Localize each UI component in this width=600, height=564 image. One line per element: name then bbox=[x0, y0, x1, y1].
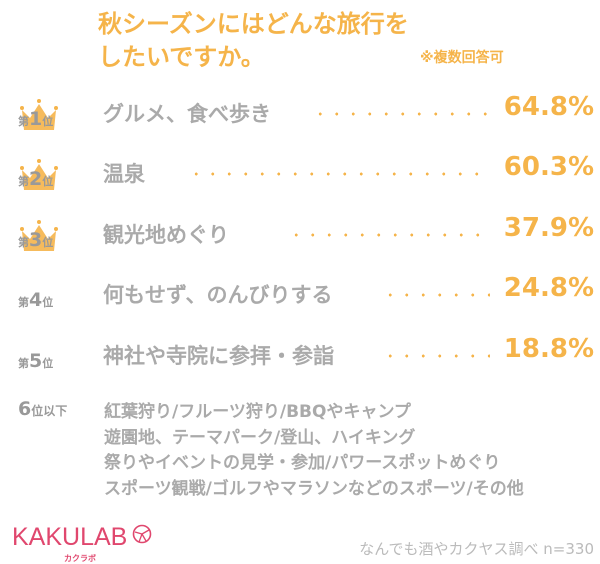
rank-number: 5 bbox=[29, 350, 43, 372]
rank-suffix: 位 bbox=[42, 115, 54, 128]
others-rank-number: 6 bbox=[18, 398, 32, 420]
rank-suffix: 位 bbox=[42, 175, 54, 188]
source-note: なんでも酒やカクヤス調べ n=330 bbox=[359, 540, 594, 558]
title-line-2: したいですか。 bbox=[98, 43, 265, 71]
ranking-row: 第5位 神社や寺院に参拝・参詣 18.8% bbox=[0, 334, 600, 374]
ranking-row: 第3位 観光地めぐり 37.9% bbox=[0, 213, 600, 253]
rank-prefix: 第 bbox=[18, 357, 29, 370]
rank-badge: 第2位 bbox=[16, 156, 66, 192]
others-line: 遊園地、テーマパーク/登山、ハイキング bbox=[104, 427, 416, 448]
row-value: 60.3% bbox=[503, 152, 594, 182]
title-line-1: 秋シーズンにはどんな旅行を bbox=[98, 10, 409, 38]
row-label: 観光地めぐり bbox=[103, 223, 229, 247]
logo-circle-icon bbox=[132, 524, 152, 544]
rank-prefix: 第 bbox=[18, 296, 29, 309]
row-label: 何もせず、のんびりする bbox=[103, 283, 333, 307]
rank-text: 第2位 bbox=[18, 168, 53, 190]
row-value: 24.8% bbox=[503, 273, 594, 303]
row-label: グルメ、食べ歩き bbox=[103, 102, 271, 126]
ranking-row: 第2位 温泉 60.3% bbox=[0, 152, 600, 192]
row-label: 神社や寺院に参拝・参詣 bbox=[103, 344, 334, 368]
logo-kana: カクラボ bbox=[64, 554, 96, 563]
rank-prefix: 第 bbox=[18, 175, 29, 188]
rank-number: 3 bbox=[29, 229, 43, 251]
rank-suffix: 位 bbox=[42, 236, 54, 249]
logo-wordmark: KAKULAB bbox=[12, 523, 128, 551]
rank-number: 4 bbox=[29, 289, 43, 311]
others-line: 紅葉狩り/フルーツ狩り/BBQやキャンプ bbox=[104, 402, 411, 422]
row-label: 温泉 bbox=[103, 162, 145, 186]
rank-suffix: 位 bbox=[42, 357, 54, 370]
others-rank-suffix: 位以下 bbox=[31, 404, 68, 418]
rank-badge: 第5位 bbox=[16, 338, 66, 374]
rank-prefix: 第 bbox=[18, 115, 29, 128]
others-line: 祭りやイベントの見学・参加/パワースポットめぐり bbox=[104, 453, 501, 473]
rank-badge: 第4位 bbox=[16, 277, 66, 313]
multiple-answer-note: ※複数回答可 bbox=[420, 50, 504, 66]
others-line: スポーツ観戦/ゴルフやマラソンなどのスポーツ/その他 bbox=[104, 478, 524, 499]
ranking-row: 第1位 グルメ、食べ歩き 64.8% bbox=[0, 92, 600, 132]
rank-number: 1 bbox=[29, 108, 43, 130]
row-value: 64.8% bbox=[503, 92, 594, 122]
crown-icon bbox=[20, 159, 58, 190]
dotted-leader bbox=[288, 233, 490, 237]
crown-icon bbox=[20, 99, 58, 130]
rank-badge: 第1位 bbox=[16, 96, 66, 132]
row-value: 18.8% bbox=[503, 334, 594, 364]
others-list: 紅葉狩り/フルーツ狩り/BBQやキャンプ 遊園地、テーマパーク/登山、ハイキング… bbox=[104, 400, 524, 502]
dotted-leader bbox=[188, 172, 490, 176]
rank-badge: 第3位 bbox=[16, 217, 66, 253]
rank-number: 2 bbox=[29, 168, 43, 190]
row-value: 37.9% bbox=[503, 213, 594, 243]
dotted-leader bbox=[382, 354, 490, 358]
page-title: 秋シーズンにはどんな旅行を したいですか。 bbox=[98, 8, 409, 74]
crown-icon bbox=[20, 220, 58, 251]
kakulab-logo: KAKULAB カクラボ bbox=[12, 523, 152, 563]
others-rank: 6位以下 bbox=[18, 398, 67, 420]
rank-prefix: 第 bbox=[18, 236, 29, 249]
dotted-leader bbox=[382, 293, 490, 297]
rank-text: 第1位 bbox=[18, 108, 53, 130]
rank-text: 第4位 bbox=[18, 289, 53, 311]
rank-text: 第5位 bbox=[18, 350, 53, 372]
rank-suffix: 位 bbox=[42, 296, 54, 309]
rank-text: 第3位 bbox=[18, 229, 53, 251]
dotted-leader bbox=[312, 112, 490, 116]
ranking-row: 第4位 何もせず、のんびりする 24.8% bbox=[0, 273, 600, 313]
